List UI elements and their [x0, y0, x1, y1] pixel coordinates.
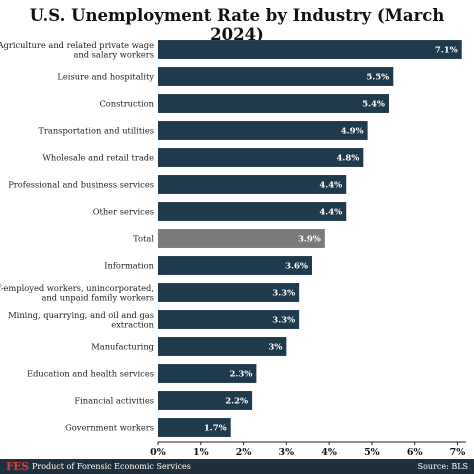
x-tick-label: 2% — [236, 447, 252, 458]
bar-value-label: 3.3% — [272, 289, 295, 299]
bar-value-label: 2.2% — [225, 397, 248, 407]
bar — [158, 229, 325, 248]
bar — [158, 256, 312, 275]
bar — [158, 202, 347, 221]
x-tick-label: 4% — [321, 447, 337, 458]
category-label: Financial activities — [74, 396, 154, 406]
bar — [158, 337, 287, 356]
category-label: Professional and business services — [8, 180, 154, 190]
x-tick-label: 3% — [279, 447, 295, 458]
x-tick-label: 7% — [450, 447, 466, 458]
bar — [158, 364, 257, 383]
x-tick-label: 0% — [150, 447, 166, 458]
chart-title: U.S. Unemployment Rate by Industry (Marc… — [29, 6, 445, 44]
footer-bar: FES Product of Forensic Economic Service… — [0, 459, 474, 474]
bar-value-label: 7.1% — [435, 46, 458, 56]
category-label: Government workers — [65, 423, 154, 433]
bar — [158, 310, 300, 329]
category-label: Self-employed workers, unincorporated, an… — [0, 283, 154, 303]
bar — [158, 175, 347, 194]
category-label: Leisure and hospitality — [57, 72, 154, 82]
bar-value-label: 1.7% — [204, 424, 227, 434]
fes-logo: FES — [6, 460, 29, 473]
bar-value-label: 4.4% — [319, 208, 342, 218]
category-label: Construction — [99, 99, 154, 109]
bar — [158, 94, 389, 113]
bar-value-label: 3.3% — [272, 316, 295, 326]
category-label: Agriculture and related private wage and … — [0, 40, 154, 60]
category-label: Total — [133, 234, 154, 244]
footer-source: Source: BLS — [417, 461, 468, 471]
bar — [158, 148, 364, 167]
bar-value-label: 5.4% — [362, 100, 385, 110]
category-label: Other services — [93, 207, 154, 217]
x-tick-label: 6% — [407, 447, 423, 458]
bar-value-label: 4.9% — [341, 127, 364, 137]
bar-value-label: 5.5% — [366, 73, 389, 83]
bar — [158, 418, 231, 437]
bar — [158, 40, 462, 59]
category-label: Transportation and utilities — [38, 126, 154, 136]
category-label: Mining, quarrying, and oil and gas extrac… — [8, 310, 154, 330]
bar — [158, 391, 253, 410]
bar — [158, 121, 368, 140]
bar — [158, 67, 394, 86]
bar-value-label: 3.6% — [285, 262, 308, 272]
bar-value-label: 4.8% — [336, 154, 359, 164]
category-label: Education and health services — [27, 369, 154, 379]
bar-value-label: 2.3% — [230, 370, 253, 380]
x-tick-label: 5% — [364, 447, 380, 458]
bar-value-label: 4.4% — [319, 181, 342, 191]
x-axis: 0% 1% 2% 3% 4% 5% 6% 7% — [150, 441, 466, 458]
bars-layer: 7.1% 5.5% 5.4% 4.9% 4.8% 4.4% 4.4% 3.9% 3.6% 3.3%… — [158, 40, 462, 437]
bar-value-label: 3% — [268, 343, 282, 353]
bar — [158, 283, 300, 302]
x-tick-label: 1% — [193, 447, 209, 458]
category-label: Manufacturing — [91, 342, 154, 352]
category-labels: Agriculture and related private wage and … — [0, 40, 155, 433]
bar-value-label: 3.9% — [298, 235, 321, 245]
category-label: Information — [104, 261, 154, 271]
category-label: Wholesale and retail trade — [42, 153, 154, 163]
footer-credit: Product of Forensic Economic Services — [32, 461, 191, 471]
